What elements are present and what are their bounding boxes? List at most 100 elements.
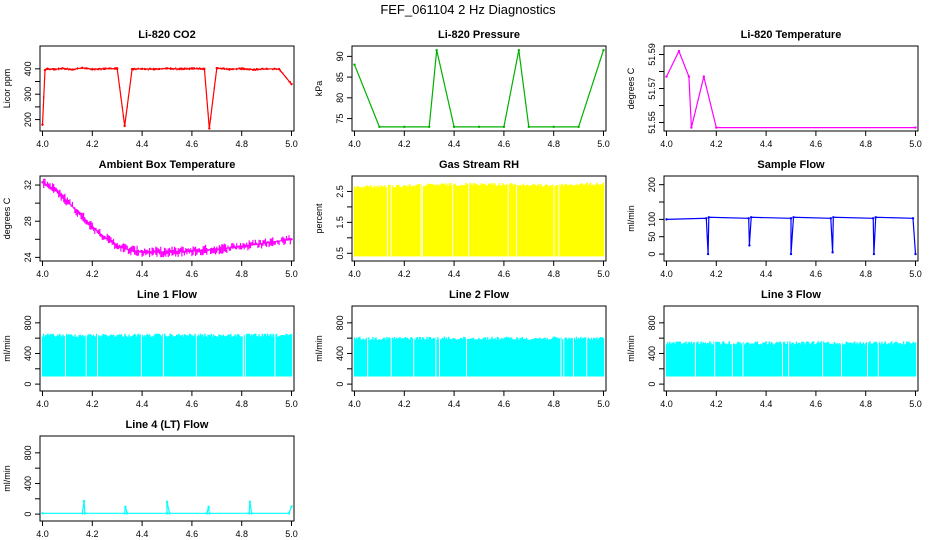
data-point (690, 126, 693, 129)
data-point (871, 217, 875, 220)
data-point (577, 125, 580, 129)
data-point (215, 66, 219, 70)
data-series-line (665, 49, 916, 129)
chart-title: Li-820 Pressure (438, 29, 520, 41)
x-tick-label: 4.8 (547, 139, 560, 149)
plot-frame (39, 45, 295, 132)
x-tick-label: 4.2 (710, 399, 723, 409)
data-point (41, 181, 44, 184)
data-point (527, 125, 531, 129)
x-tick-label: 4.4 (136, 269, 149, 279)
data-point (53, 68, 57, 71)
x-tick-label: 5.0 (285, 399, 298, 409)
x-tick-label: 4.2 (86, 529, 99, 539)
chart-panel-7: Line 1 Flow ml/min 4.0 4.2 4.4 4.6 4.8 5.0 0 400 8… (2, 289, 298, 409)
data-point (677, 49, 681, 53)
data-point (252, 68, 256, 71)
y-tick-label: 80 (335, 93, 345, 103)
y-tick-label: 0 (335, 382, 345, 387)
data-point (911, 217, 915, 220)
data-point (749, 216, 753, 219)
y-axis-label: ml/min (2, 465, 12, 492)
data-point (665, 218, 668, 221)
plot-frame (351, 175, 607, 262)
data-point (290, 238, 293, 241)
x-tick-label: 4.0 (660, 269, 673, 279)
data-point (128, 248, 131, 252)
data-point (265, 67, 268, 71)
data-point (215, 248, 219, 251)
y-tick-label: 200 (647, 177, 657, 192)
x-tick-label: 4.0 (36, 529, 49, 539)
data-point (477, 125, 481, 129)
y-tick-label: 400 (23, 346, 33, 361)
data-point (91, 225, 94, 228)
x-tick-label: 5.0 (909, 139, 922, 149)
x-tick-label: 4.4 (760, 399, 773, 409)
x-tick-label: 4.0 (348, 399, 361, 409)
figure-title: FEF_061104 2 Hz Diagnostics (380, 2, 556, 17)
data-point (715, 126, 718, 129)
x-tick-label: 4.0 (348, 269, 361, 279)
y-tick-label: 0 (23, 382, 33, 387)
x-tick-label: 4.8 (547, 269, 560, 279)
data-point (277, 67, 281, 71)
plot-frame (39, 305, 295, 392)
data-point (81, 512, 84, 515)
y-tick-label: 0 (647, 252, 657, 257)
data-point (228, 68, 231, 71)
data-noise (41, 178, 293, 258)
data-point (403, 125, 406, 129)
x-tick-label: 4.6 (810, 139, 823, 149)
x-tick-label: 4.6 (498, 139, 511, 149)
data-point (83, 512, 87, 515)
data-point (168, 512, 171, 515)
data-point (702, 75, 706, 78)
y-tick-label: 800 (23, 315, 33, 330)
data-point (502, 125, 506, 129)
data-point (792, 216, 795, 219)
data-point (747, 217, 750, 220)
y-tick-label: 200 (23, 112, 33, 127)
x-tick-label: 5.0 (285, 269, 298, 279)
x-tick-label: 4.8 (859, 269, 872, 279)
x-tick-label: 4.0 (36, 399, 49, 409)
y-tick-label: 400 (23, 476, 33, 491)
data-point (46, 67, 49, 71)
chart-title: Sample Flow (757, 159, 825, 171)
x-tick-label: 4.2 (710, 269, 723, 279)
data-series-band (665, 341, 917, 377)
x-tick-label: 4.2 (86, 269, 99, 279)
data-point (103, 236, 106, 239)
data-point (872, 252, 876, 256)
y-tick-label: 0.5 (335, 247, 345, 260)
x-tick-label: 4.6 (498, 269, 511, 279)
data-line-group (665, 49, 917, 129)
y-tick-label: 0 (23, 512, 33, 517)
plot-frame (663, 175, 919, 262)
x-tick-label: 4.2 (398, 139, 411, 149)
data-point (435, 48, 438, 52)
chart-title: Line 4 (LT) Flow (126, 419, 209, 431)
data-point (81, 66, 84, 70)
chart-panel-1: Li-820 CO2 Licor ppm 4.0 4.2 4.4 4.6 4.8 5.0 200… (2, 29, 298, 149)
data-point (165, 500, 169, 504)
y-axis-label: ml/min (314, 335, 324, 362)
data-point (124, 505, 127, 509)
data-series-line (42, 181, 292, 253)
x-tick-label: 4.2 (398, 269, 411, 279)
chart-panel-4: Ambient Box Temperature degrees C 4.0 4.2 4.… (2, 159, 298, 279)
x-tick-label: 4.8 (859, 399, 872, 409)
x-tick-label: 4.2 (710, 139, 723, 149)
plot-frame (663, 305, 919, 392)
data-point (71, 68, 74, 71)
data-series-band (41, 333, 293, 377)
data-point (125, 512, 129, 515)
data-series-band (353, 336, 605, 377)
x-tick-label: 4.6 (186, 269, 199, 279)
plot-frame (351, 305, 607, 392)
y-tick-label: 50 (647, 232, 657, 242)
data-series-band (353, 182, 605, 257)
x-tick-label: 5.0 (285, 529, 298, 539)
